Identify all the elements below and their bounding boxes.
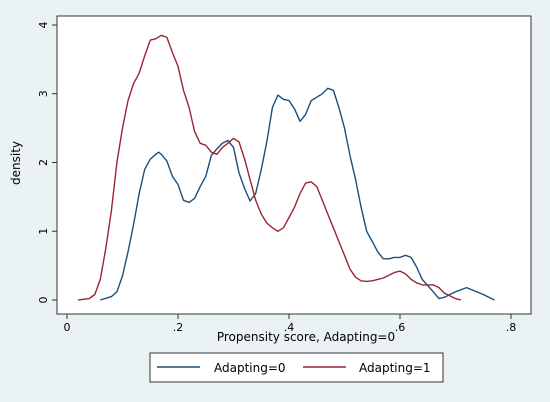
x-tick-label: .2 xyxy=(173,321,184,334)
x-axis-label: Propensity score, Adapting=0 xyxy=(217,330,395,344)
y-tick-label: 2 xyxy=(37,159,50,166)
series-line-adapting-0 xyxy=(100,87,495,301)
y-axis: 0 1 2 3 4 xyxy=(37,22,57,304)
x-tick-label: .4 xyxy=(284,321,295,334)
y-tick-label: 4 xyxy=(37,22,50,29)
x-tick-label: .8 xyxy=(506,321,517,334)
y-tick-label: 0 xyxy=(37,297,50,304)
series-lines xyxy=(78,34,495,301)
x-axis: 0 .2 .4 .6 .8 xyxy=(64,314,517,334)
x-tick-label: .6 xyxy=(395,321,406,334)
y-axis-label: density xyxy=(9,141,23,185)
series-line-adapting-1 xyxy=(78,34,462,301)
legend: Adapting=0 Adapting=1 xyxy=(149,352,444,383)
legend-label-adapting-0: Adapting=0 xyxy=(214,361,286,375)
y-tick-label: 1 xyxy=(37,228,50,235)
y-tick-label: 3 xyxy=(37,90,50,97)
x-tick-label: 0 xyxy=(64,321,71,334)
legend-label-adapting-1: Adapting=1 xyxy=(359,361,431,375)
plot-area xyxy=(56,15,532,315)
